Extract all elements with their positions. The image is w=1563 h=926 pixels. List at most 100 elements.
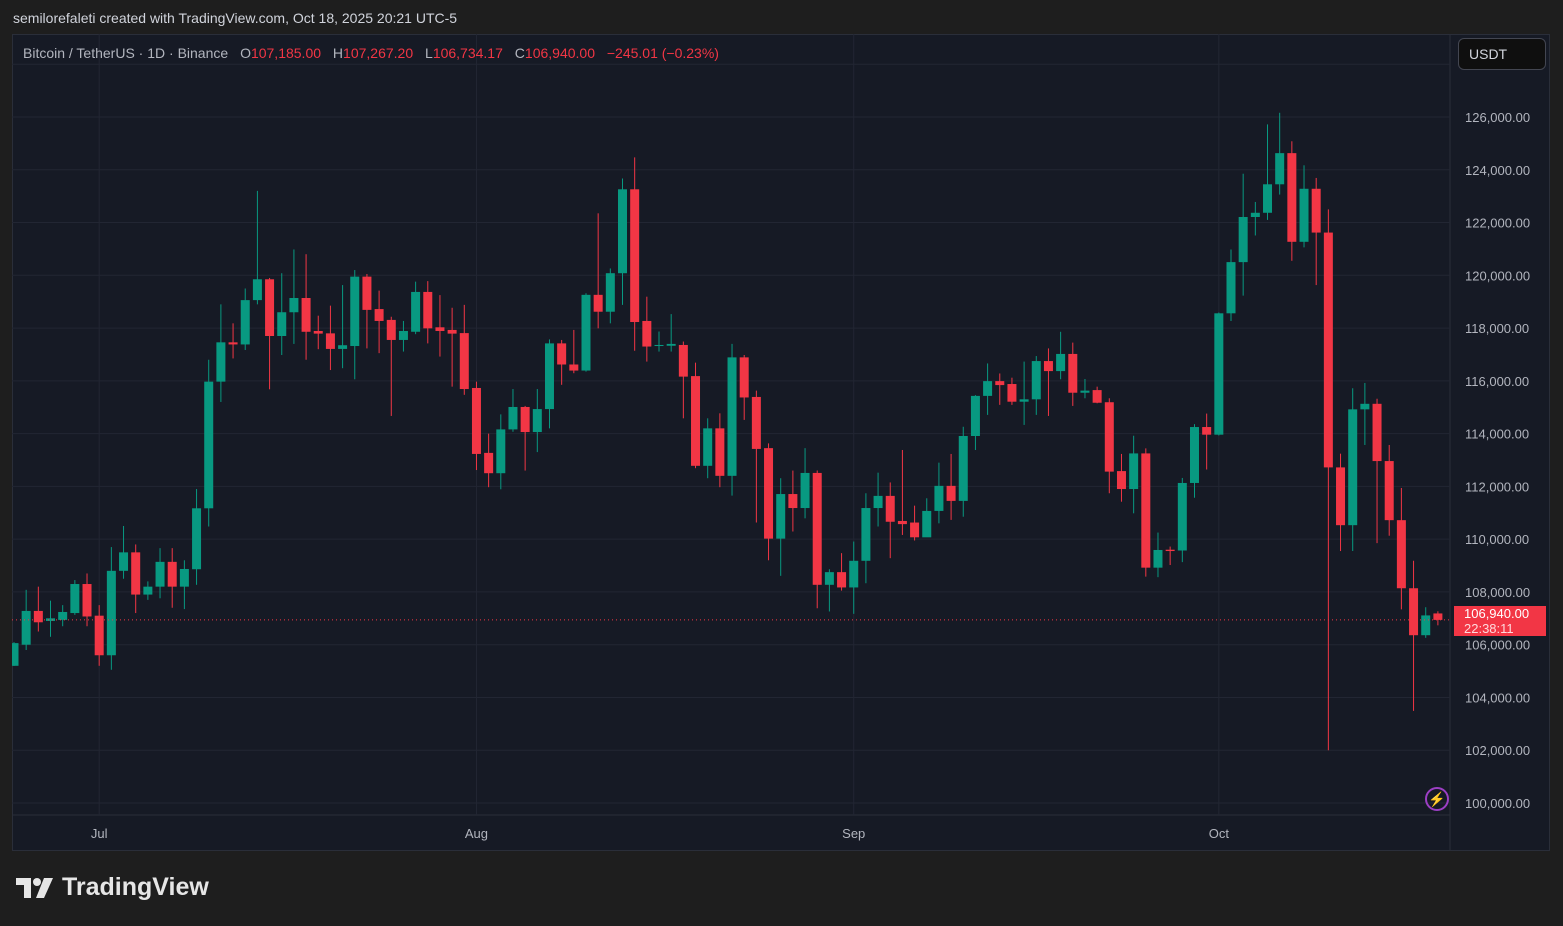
- candle-body: [1043, 361, 1053, 372]
- candle: [983, 363, 993, 415]
- open-value: 107,185.00: [250, 45, 322, 61]
- candlestick-chart[interactable]: 100,000.00 102,000.00 104,000.00 106,000.00…: [12, 34, 1550, 851]
- candle: [58, 605, 68, 627]
- lightning-icon[interactable]: ⚡: [1425, 787, 1449, 811]
- candle: [1384, 444, 1394, 536]
- candle: [824, 569, 834, 612]
- candle: [508, 389, 518, 432]
- candle: [325, 305, 335, 371]
- candle: [666, 314, 676, 352]
- candle: [1287, 141, 1297, 261]
- candle: [922, 498, 932, 538]
- brand-name: TradingView: [62, 873, 209, 901]
- price-tick-label: 120,000.00: [1465, 268, 1530, 283]
- candle-body: [727, 357, 737, 476]
- candle: [800, 448, 810, 519]
- symbol-title[interactable]: Bitcoin / TetherUS · 1D · Binance: [23, 45, 229, 61]
- candle-body: [1372, 403, 1382, 462]
- candle: [1068, 342, 1078, 406]
- candle-body: [849, 560, 859, 588]
- candle: [1043, 348, 1053, 416]
- symbol-legend: Bitcoin / TetherUS · 1D · Binance O107,1…: [23, 45, 719, 61]
- price-tick-label: 104,000.00: [1465, 690, 1530, 705]
- candle: [423, 281, 433, 344]
- candle: [630, 157, 640, 351]
- price-tick-label: 118,000.00: [1465, 321, 1529, 336]
- candle-body: [216, 342, 226, 382]
- candle-body: [739, 357, 749, 398]
- candle: [1141, 448, 1151, 577]
- candle: [995, 373, 1005, 405]
- time-tick-label: Aug: [465, 826, 488, 841]
- candle-body: [411, 291, 421, 332]
- candle-body: [1287, 153, 1297, 242]
- candle: [581, 293, 591, 372]
- candle-body: [1433, 613, 1443, 620]
- candle: [1019, 361, 1029, 425]
- candle: [192, 489, 202, 585]
- candle-body: [1019, 399, 1029, 402]
- candle-body: [484, 452, 494, 474]
- price-axis[interactable]: 100,000.00 102,000.00 104,000.00 106,000.00…: [1465, 110, 1530, 811]
- candle-body: [593, 294, 603, 312]
- candle-body: [82, 584, 92, 617]
- candle: [1129, 435, 1139, 514]
- candle-body: [1263, 184, 1273, 213]
- candle-body: [532, 409, 542, 433]
- candle: [435, 295, 445, 357]
- currency-button[interactable]: USDT: [1458, 38, 1546, 70]
- candle-body: [764, 448, 774, 539]
- candle-body: [252, 279, 262, 301]
- candle-body: [1129, 453, 1139, 490]
- candles: [12, 112, 1443, 751]
- candle: [873, 472, 883, 527]
- time-tick-label: Jul: [91, 826, 108, 841]
- candle-body: [1007, 384, 1017, 402]
- candle-body: [325, 333, 335, 349]
- price-tick-label: 126,000.00: [1465, 110, 1530, 125]
- price-tick-label: 100,000.00: [1465, 796, 1530, 811]
- candle-body: [691, 376, 701, 466]
- time-axis[interactable]: Jul Aug Sep Oct: [91, 826, 1229, 841]
- candle: [496, 414, 506, 490]
- candle-body: [277, 312, 287, 336]
- candle-body: [970, 395, 980, 436]
- candle-body: [155, 561, 165, 587]
- candle-body: [46, 618, 56, 621]
- candle: [776, 478, 786, 576]
- candle-body: [958, 435, 968, 501]
- candle: [1421, 607, 1431, 638]
- last-price-label: 106,940.00 22:38:11: [1454, 606, 1546, 636]
- candle: [289, 249, 299, 344]
- candle-body: [1177, 482, 1187, 551]
- candle-body: [715, 428, 725, 476]
- high-value: 107,267.20: [343, 45, 414, 61]
- candle: [155, 548, 165, 599]
- candle-body: [812, 472, 822, 585]
- candle-body: [350, 276, 360, 347]
- candle: [374, 290, 384, 354]
- candle-body: [21, 610, 31, 645]
- candle-body: [1336, 467, 1346, 526]
- candle-body: [192, 508, 202, 570]
- candle: [910, 505, 920, 541]
- candle: [1177, 477, 1187, 563]
- price-tick-label: 102,000.00: [1465, 743, 1530, 758]
- candle: [119, 525, 129, 579]
- time-tick-label: Sep: [842, 826, 865, 841]
- candle: [386, 316, 396, 416]
- low-label: L: [425, 45, 433, 61]
- candle: [1372, 398, 1382, 544]
- candle-body: [605, 273, 615, 312]
- candle: [240, 288, 250, 350]
- candle-body: [423, 291, 433, 329]
- candle: [94, 605, 104, 666]
- candle-body: [204, 381, 214, 509]
- candle-body: [1068, 353, 1078, 393]
- candle-body: [934, 485, 944, 511]
- candle-body: [33, 610, 43, 623]
- candle: [204, 359, 214, 527]
- candle: [1056, 331, 1066, 380]
- open-label: O: [240, 45, 251, 61]
- candle-body: [1348, 409, 1358, 526]
